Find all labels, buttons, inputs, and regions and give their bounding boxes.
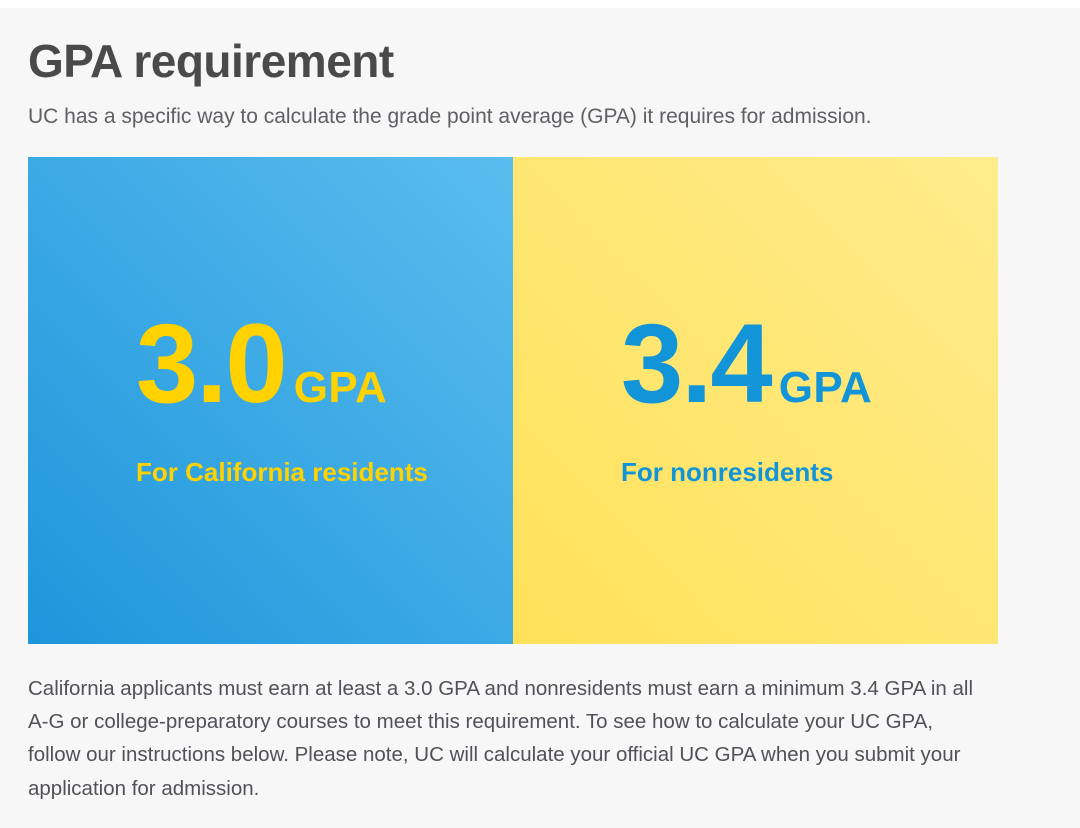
gpa-audience-label: For California residents (136, 457, 428, 488)
stat-card-nonresidents: 3.4 GPA For nonresidents (513, 156, 998, 644)
gpa-unit-label: GPA (778, 363, 873, 413)
requirement-description: California applicants must earn at least… (28, 676, 974, 800)
page-subtitle: UC has a specific way to calculate the g… (28, 104, 872, 128)
page-title: GPA requirement (28, 35, 394, 87)
gpa-stat-cards: 3.0 GPA For California residents 3.4 GPA… (28, 156, 998, 644)
stat-card-california-residents: 3.0 GPA For California residents (28, 156, 513, 644)
gpa-unit-label: GPA (293, 363, 388, 413)
gpa-value: 3.4 (621, 301, 773, 427)
gpa-value: 3.0 (136, 301, 288, 427)
gpa-value-row: 3.0 GPA (136, 301, 493, 427)
gpa-value-row: 3.4 GPA (621, 301, 978, 427)
gpa-audience-label: For nonresidents (621, 457, 834, 488)
gpa-requirement-section: GPA requirement UC has a specific way to… (0, 8, 1080, 805)
top-strip (0, 0, 1080, 8)
